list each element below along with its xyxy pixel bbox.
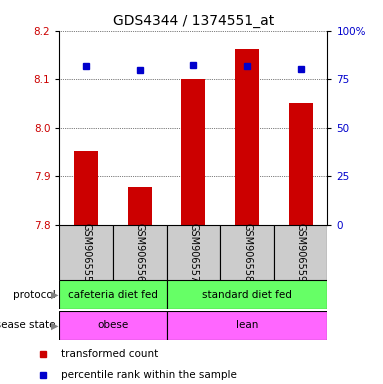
Bar — [167, 311, 327, 340]
Text: obese: obese — [97, 320, 129, 331]
Text: disease state: disease state — [0, 320, 56, 331]
Bar — [289, 103, 313, 225]
Bar — [167, 280, 327, 309]
Text: lean: lean — [236, 320, 258, 331]
Text: ▶: ▶ — [51, 290, 59, 300]
Bar — [74, 151, 98, 225]
Bar — [128, 187, 152, 225]
Bar — [59, 225, 113, 280]
Text: protocol: protocol — [13, 290, 56, 300]
Bar — [220, 225, 274, 280]
Text: GSM906559: GSM906559 — [296, 223, 306, 282]
Text: cafeteria diet fed: cafeteria diet fed — [68, 290, 158, 300]
Bar — [113, 225, 167, 280]
Title: GDS4344 / 1374551_at: GDS4344 / 1374551_at — [113, 14, 274, 28]
Text: ▶: ▶ — [51, 320, 59, 331]
Text: GSM906555: GSM906555 — [81, 223, 91, 282]
Text: GSM906558: GSM906558 — [242, 223, 252, 282]
Bar — [59, 280, 167, 309]
Bar — [59, 311, 167, 340]
Bar — [235, 49, 259, 225]
Text: GSM906557: GSM906557 — [188, 223, 198, 282]
Text: transformed count: transformed count — [61, 349, 158, 359]
Text: percentile rank within the sample: percentile rank within the sample — [61, 370, 236, 380]
Bar — [274, 225, 327, 280]
Text: standard diet fed: standard diet fed — [202, 290, 292, 300]
Text: GSM906556: GSM906556 — [135, 223, 145, 282]
Bar — [167, 225, 220, 280]
Bar — [182, 79, 205, 225]
